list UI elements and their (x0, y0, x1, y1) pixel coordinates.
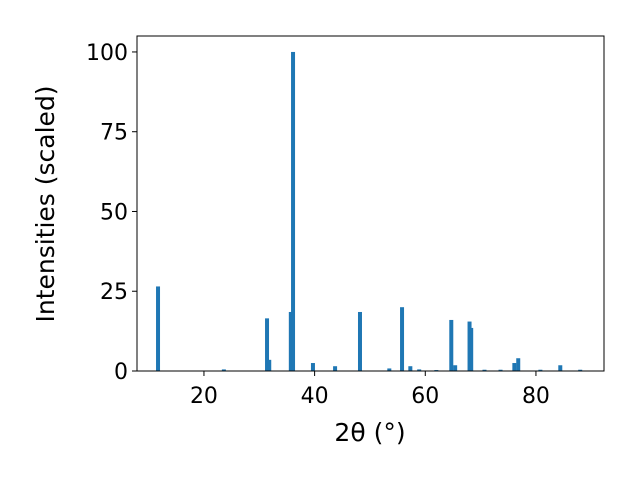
y-tick-label: 50 (100, 200, 128, 225)
bar (333, 366, 338, 371)
x-tick-label: 40 (301, 384, 329, 409)
x-tick-label: 60 (411, 384, 439, 409)
x-axis-label: 2θ (°) (334, 418, 405, 447)
bar (417, 369, 422, 371)
bar (310, 363, 315, 371)
y-tick-label: 100 (86, 41, 128, 66)
plot-frame (136, 35, 605, 372)
y-tick-label: 75 (100, 121, 128, 146)
bar (453, 365, 458, 371)
bar (265, 318, 270, 371)
bar (400, 307, 405, 371)
bar (387, 368, 392, 371)
bar (512, 363, 517, 371)
x-tick-label: 20 (190, 384, 218, 409)
y-tick-label: 0 (114, 360, 128, 385)
bar (516, 358, 521, 371)
bar (221, 369, 226, 371)
bar (558, 365, 563, 371)
bar (538, 369, 543, 371)
bar (449, 319, 454, 371)
bar (469, 327, 474, 371)
bar (156, 286, 161, 371)
bar (291, 51, 296, 371)
bar (498, 369, 503, 371)
bar (267, 359, 272, 371)
bar (578, 369, 583, 371)
bar (357, 311, 362, 371)
x-tick-label: 80 (522, 384, 550, 409)
bar (288, 311, 293, 371)
bar (408, 366, 413, 371)
bar (482, 369, 487, 371)
y-tick-label: 25 (100, 280, 128, 305)
y-axis-label: Intensities (scaled) (31, 85, 60, 322)
